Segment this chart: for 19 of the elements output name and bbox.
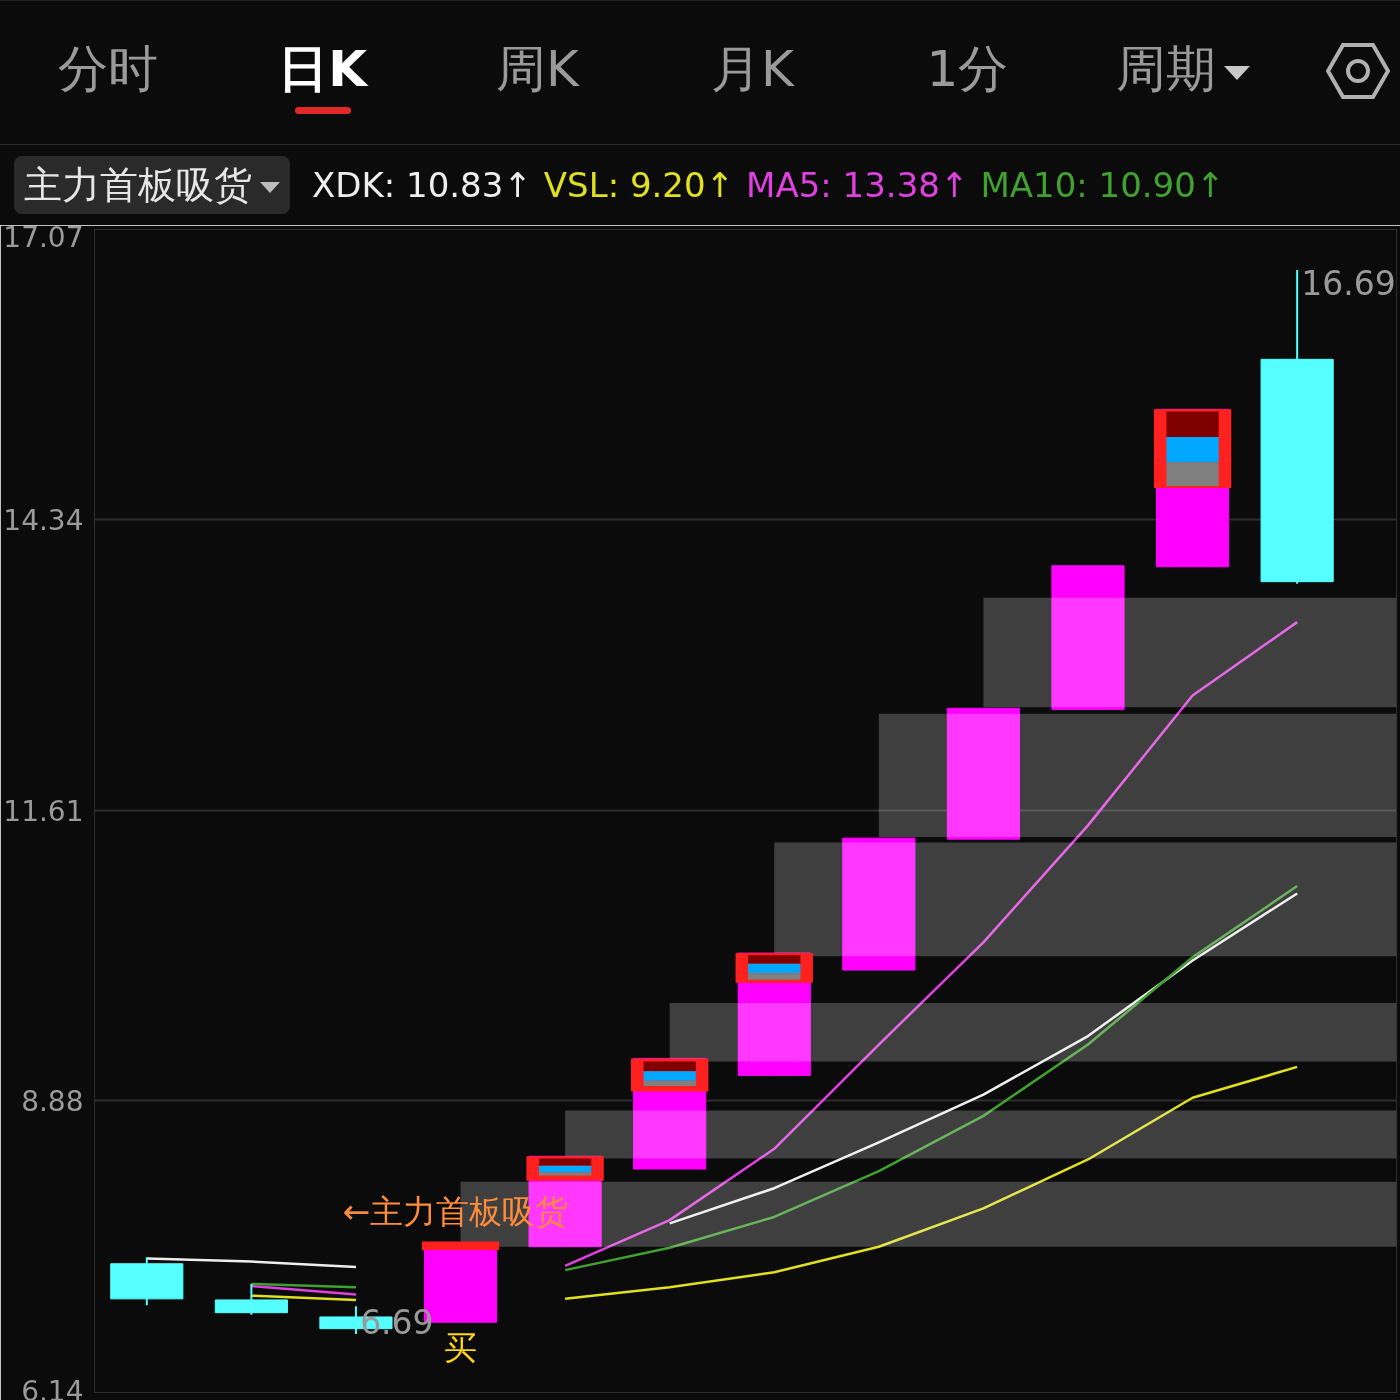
text: 月K	[711, 40, 794, 98]
text: XDK: 10.83↑	[312, 163, 532, 207]
chart-title: 日K	[278, 40, 367, 98]
y-tick-label: 14.34	[3, 504, 84, 538]
y-tick-label: 8.88	[21, 1085, 84, 1119]
text: MA5: 13.38↑	[746, 163, 969, 207]
text: MA10: 10.90↑	[980, 163, 1225, 207]
text: 分时	[57, 40, 158, 98]
text: 周K	[496, 40, 579, 98]
text: 周期	[1115, 40, 1216, 98]
annotation: 16.69	[1301, 263, 1396, 303]
y-tick-label: 17.07	[3, 220, 84, 254]
y-tick-label: 11.61	[3, 794, 84, 828]
text: VSL: 9.20↑	[543, 163, 735, 207]
annotation: 6.69	[360, 1302, 434, 1342]
text: 1分	[926, 40, 1009, 98]
annotation: 买	[444, 1328, 478, 1368]
y-tick-label: 6.14	[21, 1374, 84, 1400]
legend-title: 主力首板吸货	[14, 155, 290, 215]
